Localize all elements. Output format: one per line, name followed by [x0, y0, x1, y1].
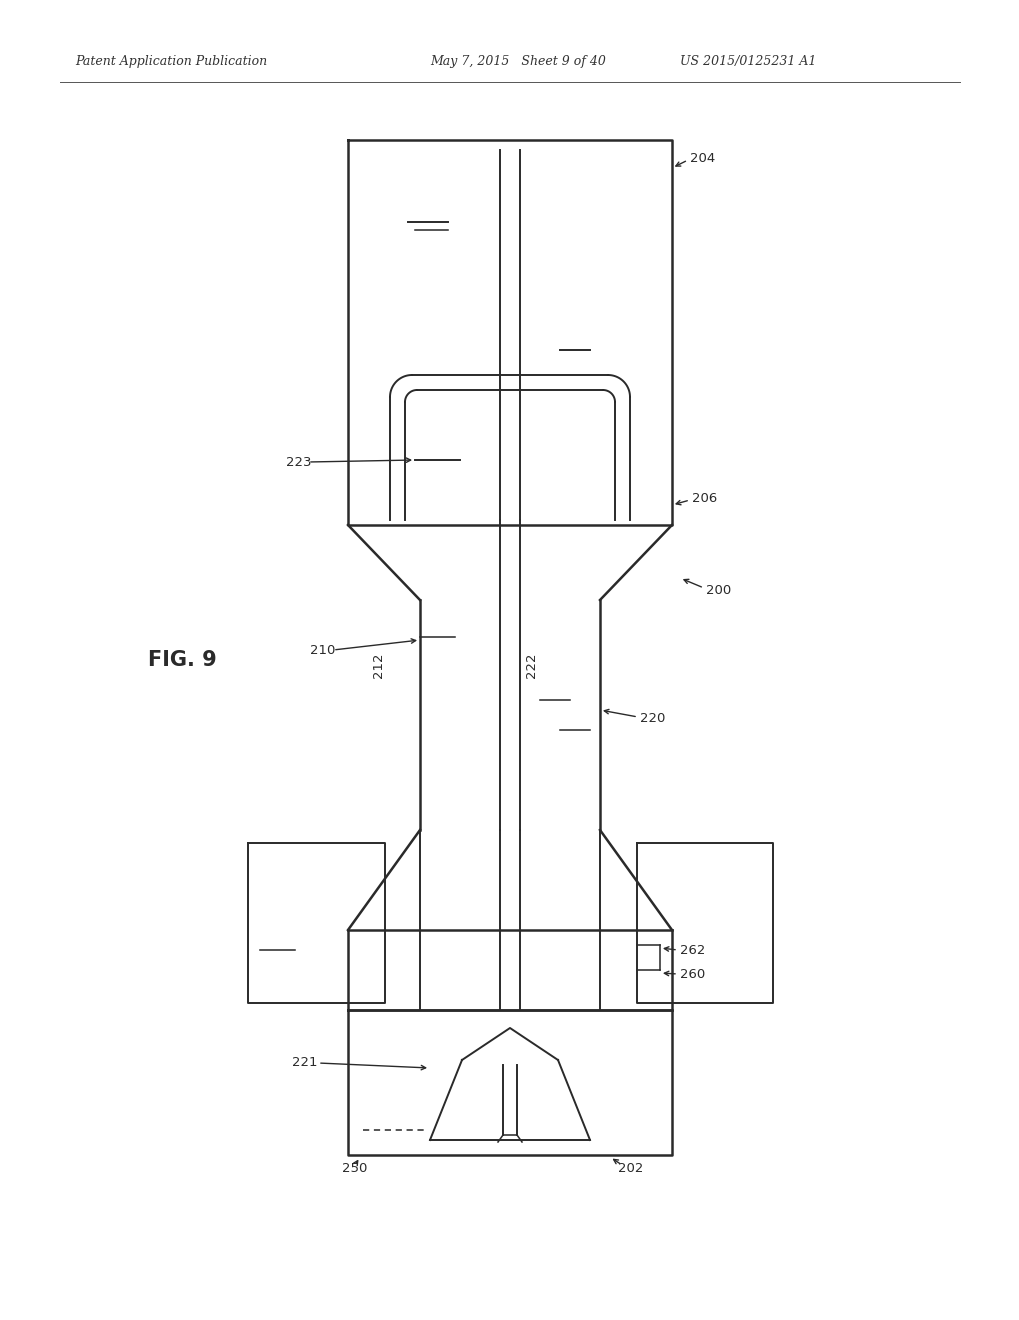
Text: 200: 200 — [705, 583, 731, 597]
Text: 260: 260 — [680, 969, 704, 982]
Text: 220: 220 — [639, 711, 664, 725]
Text: FIG. 9: FIG. 9 — [148, 649, 217, 671]
Text: 223: 223 — [285, 455, 311, 469]
Text: 250: 250 — [341, 1162, 367, 1175]
Text: 262: 262 — [680, 944, 705, 957]
Text: 222: 222 — [525, 652, 537, 677]
Text: 204: 204 — [689, 152, 714, 165]
Text: 221: 221 — [291, 1056, 317, 1068]
Text: 210: 210 — [310, 644, 335, 656]
Text: 202: 202 — [618, 1162, 643, 1175]
Text: Patent Application Publication: Patent Application Publication — [75, 55, 267, 69]
Text: 212: 212 — [372, 652, 384, 677]
Text: US 2015/0125231 A1: US 2015/0125231 A1 — [680, 55, 815, 69]
Text: May 7, 2015   Sheet 9 of 40: May 7, 2015 Sheet 9 of 40 — [430, 55, 605, 69]
Text: 206: 206 — [691, 491, 716, 504]
